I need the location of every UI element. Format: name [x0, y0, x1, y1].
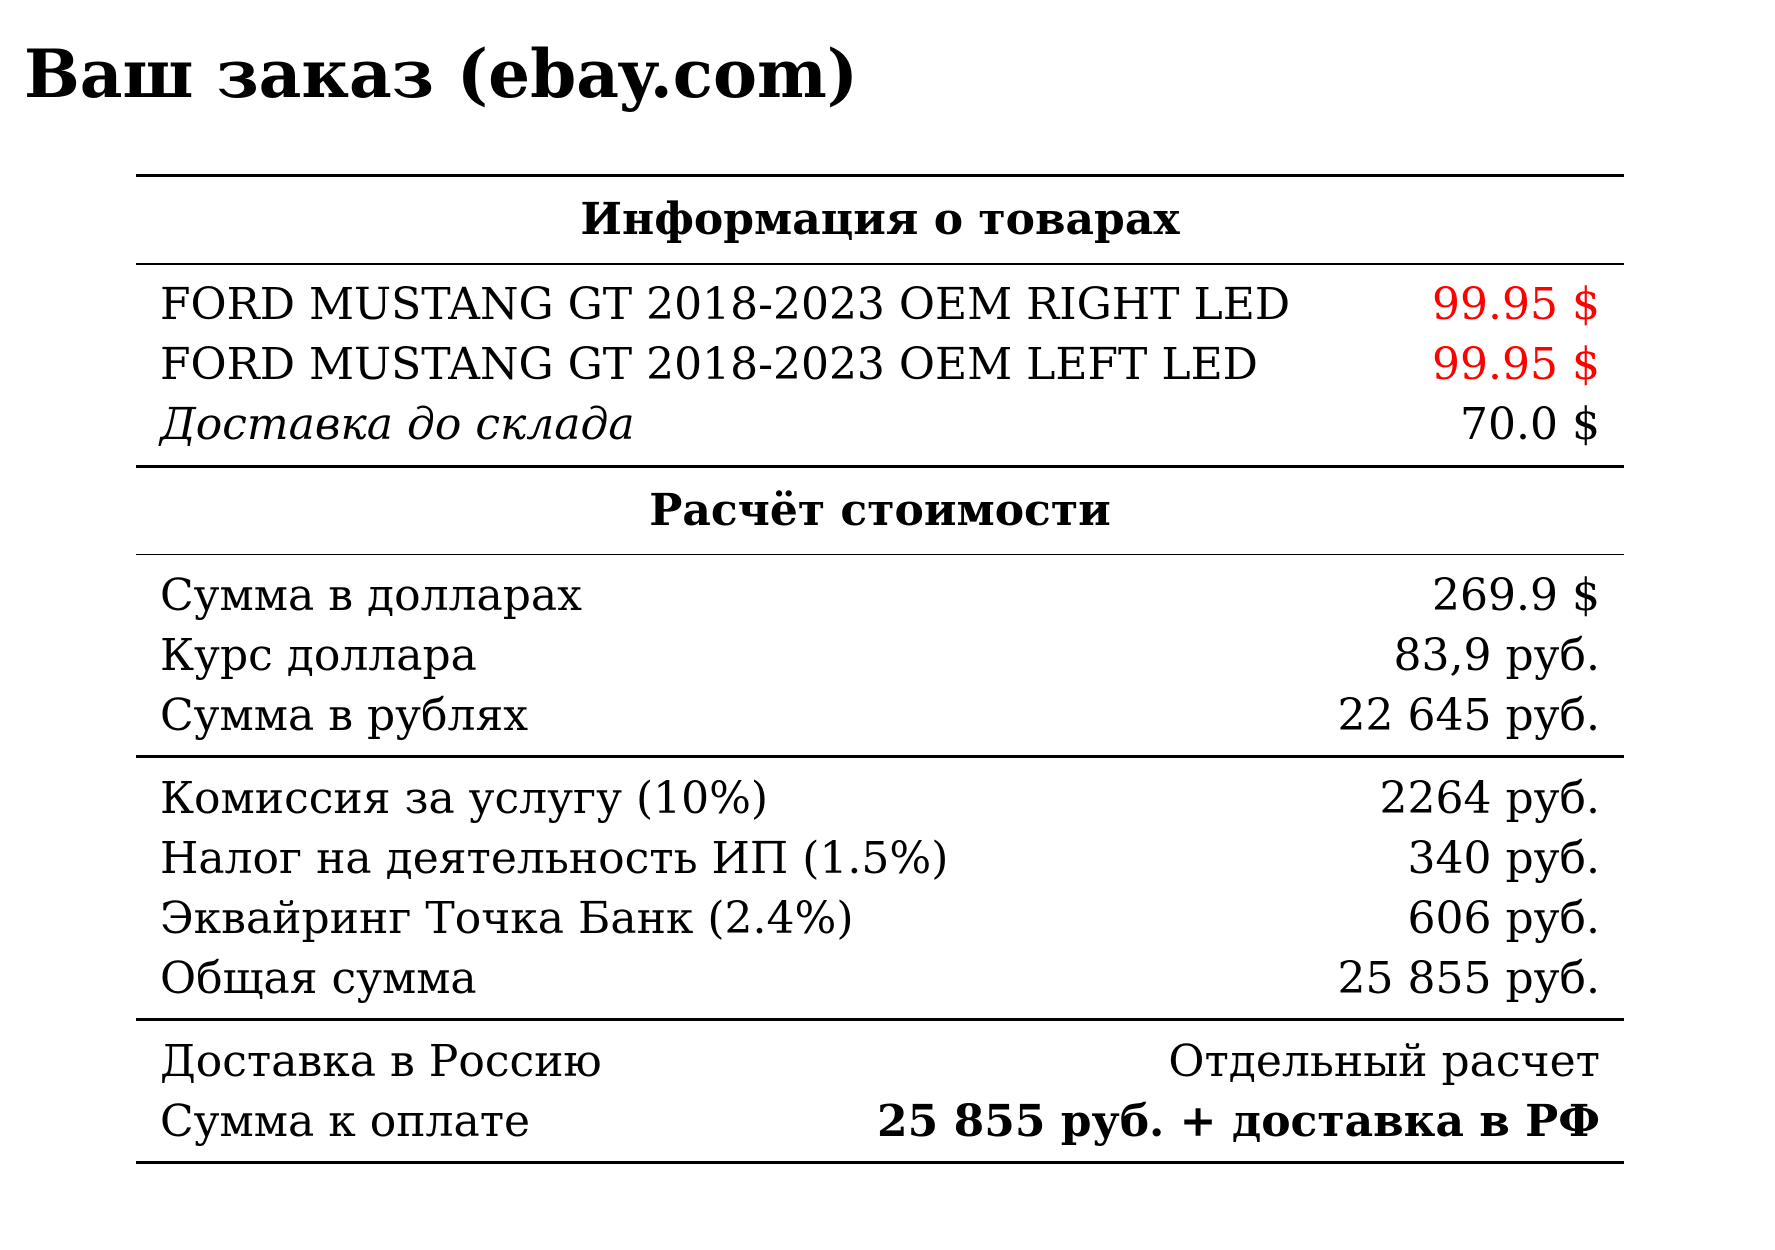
acquiring-label: Эквайринг Точка Банк (2.4%) — [160, 892, 854, 944]
warehouse-shipping-row: Доставка до склада 70.0 $ — [160, 395, 1600, 455]
grand-total-row: Общая сумма 25 855 руб. — [160, 948, 1600, 1008]
cost-header-rule — [136, 553, 1624, 555]
order-table: Информация о товарах FORD MUSTANG GT 201… — [136, 174, 1624, 1164]
item-name: FORD MUSTANG GT 2018-2023 OEM RIGHT LED — [160, 279, 1291, 330]
service-fee-label: Комиссия за услугу (10%) — [160, 772, 769, 824]
goods-header-rule — [136, 263, 1624, 265]
fee-rows: Комиссия за услугу (10%) 2264 руб. Налог… — [136, 758, 1624, 1018]
warehouse-shipping-label: Доставка до склада — [160, 399, 635, 450]
grand-total-label: Общая сумма — [160, 952, 477, 1004]
goods-section-header: Информация о товарах — [580, 194, 1180, 245]
item-row: FORD MUSTANG GT 2018-2023 OEM LEFT LED 9… — [160, 335, 1600, 395]
item-price: 99.95 $ — [1432, 339, 1600, 390]
tax-row: Налог на деятельность ИП (1.5%) 340 руб. — [160, 828, 1600, 888]
tax-value: 340 руб. — [1407, 832, 1601, 884]
cost-section-header: Расчёт стоимости — [649, 484, 1111, 536]
usd-total-row: Сумма в долларах 269.9 $ — [160, 565, 1600, 625]
amount-due-label: Сумма к оплате — [160, 1095, 531, 1147]
exchange-rate-label: Курс доллара — [160, 629, 477, 681]
rub-total-value: 22 645 руб. — [1337, 689, 1600, 741]
goods-items: FORD MUSTANG GT 2018-2023 OEM RIGHT LED … — [136, 265, 1624, 465]
acquiring-value: 606 руб. — [1407, 892, 1601, 944]
table-bottom-rule — [136, 1161, 1624, 1164]
conversion-rows: Сумма в долларах 269.9 $ Курс доллара 83… — [136, 555, 1624, 755]
exchange-rate-value: 83,9 руб. — [1393, 629, 1601, 681]
item-price: 99.95 $ — [1432, 279, 1600, 330]
service-fee-row: Комиссия за услугу (10%) 2264 руб. — [160, 768, 1600, 828]
amount-due-value: 25 855 руб. + доставка в РФ — [877, 1095, 1600, 1147]
goods-bottom-rule — [136, 464, 1624, 468]
table-top-rule — [136, 174, 1624, 177]
exchange-rate-row: Курс доллара 83,9 руб. — [160, 625, 1600, 685]
service-fee-value: 2264 руб. — [1379, 772, 1601, 824]
grand-total-value: 25 855 руб. — [1337, 952, 1600, 1004]
conversion-bottom-rule — [136, 755, 1624, 758]
rub-total-row: Сумма в рублях 22 645 руб. — [160, 685, 1600, 745]
warehouse-shipping-value: 70.0 $ — [1460, 399, 1600, 450]
usd-total-label: Сумма в долларах — [160, 569, 582, 621]
rub-total-label: Сумма в рублях — [160, 689, 529, 741]
tax-label: Налог на деятельность ИП (1.5%) — [160, 832, 949, 884]
acquiring-row: Эквайринг Точка Банк (2.4%) 606 руб. — [160, 888, 1600, 948]
item-row: FORD MUSTANG GT 2018-2023 OEM RIGHT LED … — [160, 275, 1600, 335]
page-title: Ваш заказ (ebay.com) — [24, 35, 859, 113]
russia-shipping-value: Отдельный расчет — [1168, 1035, 1600, 1087]
russia-shipping-label: Доставка в Россию — [160, 1035, 602, 1087]
fees-bottom-rule — [136, 1018, 1624, 1021]
final-rows: Доставка в Россию Отдельный расчет Сумма… — [136, 1021, 1624, 1161]
item-name: FORD MUSTANG GT 2018-2023 OEM LEFT LED — [160, 339, 1258, 390]
usd-total-value: 269.9 $ — [1432, 569, 1600, 621]
amount-due-row: Сумма к оплате 25 855 руб. + доставка в … — [160, 1091, 1600, 1151]
russia-shipping-row: Доставка в Россию Отдельный расчет — [160, 1031, 1600, 1091]
